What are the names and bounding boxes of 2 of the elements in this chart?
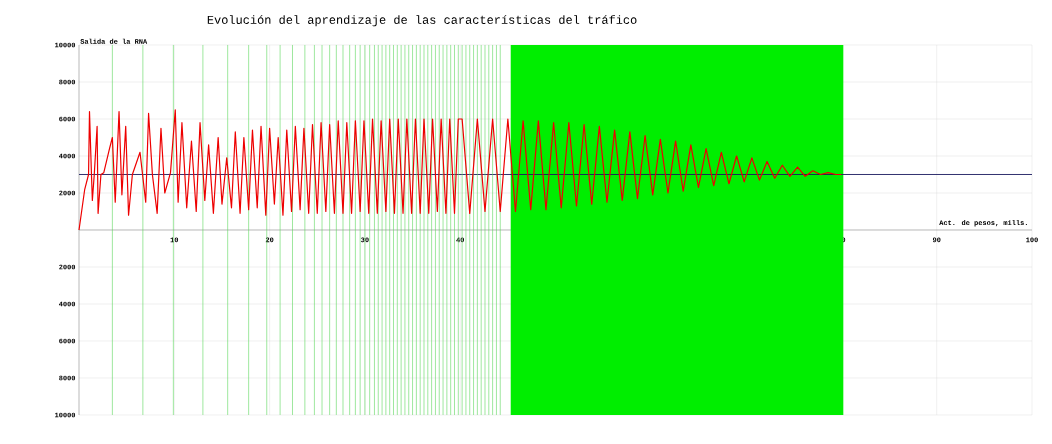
- chart-title: Evolución del aprendizaje de las características del tráfico: [207, 15, 637, 27]
- line-series: [78, 109, 843, 231]
